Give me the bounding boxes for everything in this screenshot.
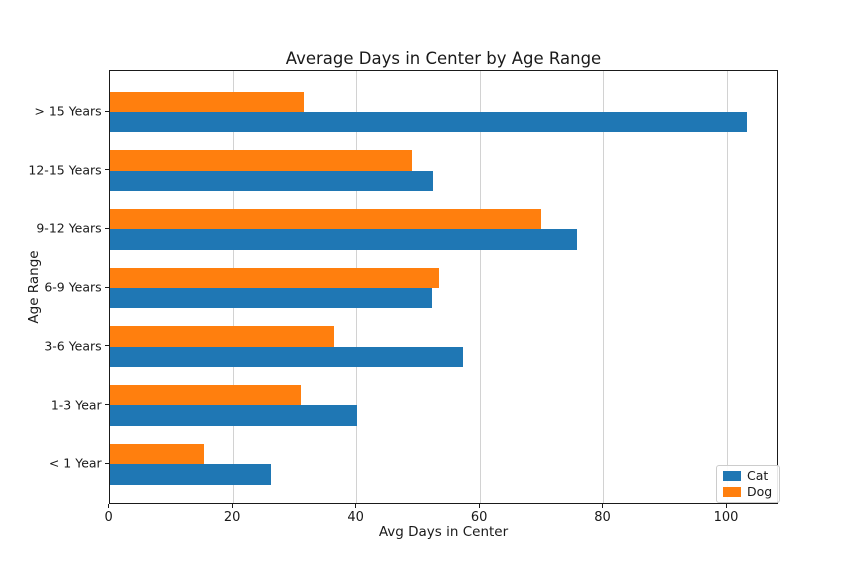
bar-cat-5 — [109, 405, 358, 426]
y-tick-label-3: 6-9 Years — [44, 279, 102, 295]
x-tick-label-40: 40 — [347, 510, 364, 525]
x-tick-label-60: 60 — [470, 510, 488, 525]
bar-dog-6 — [109, 443, 204, 465]
x-tick-mark-20 — [231, 504, 233, 508]
x-tick-mark-80 — [602, 504, 604, 508]
legend: Cat Dog — [716, 465, 781, 503]
bar-cat-1 — [109, 170, 433, 192]
y-tick-mark-5 — [104, 404, 109, 405]
y-tick-mark-4 — [104, 345, 109, 347]
bar-dog-3 — [109, 267, 439, 289]
y-tick-label-5: 1-3 Year — [50, 397, 102, 412]
bar-dog-2 — [109, 208, 541, 230]
y-tick-mark-3 — [104, 286, 109, 288]
legend-label-dog: Dog — [747, 483, 773, 499]
bar-dog-4 — [109, 326, 335, 347]
x-tick-label-20: 20 — [223, 510, 241, 525]
gridline-x-80 — [603, 71, 605, 503]
x-tick-label-80: 80 — [594, 510, 611, 525]
x-tick-mark-0 — [108, 504, 110, 508]
bar-cat-0 — [109, 111, 748, 133]
gridline-x-60 — [479, 71, 481, 503]
y-tick-label-0: > 15 Years — [34, 103, 102, 119]
y-tick-label-4: 3-6 Years — [44, 338, 102, 354]
legend-entry-cat: Cat — [723, 468, 772, 483]
y-tick-label-1: 12-15 Years — [28, 162, 102, 178]
dog-series-swatch-icon — [723, 486, 741, 497]
y-tick-mark-2 — [104, 227, 109, 229]
chart-title: Average Days in Center by Age Range — [285, 49, 602, 68]
x-tick-mark-100 — [725, 504, 727, 508]
gridline-x-100 — [726, 71, 728, 503]
x-tick-label-100: 100 — [713, 510, 739, 525]
bar-cat-6 — [109, 464, 272, 485]
x-tick-mark-60 — [478, 504, 480, 508]
legend-entry-dog: Dog — [723, 483, 773, 499]
bar-dog-0 — [109, 91, 305, 112]
x-tick-label-0: 0 — [104, 510, 113, 525]
y-tick-label-6: < 1 Year — [48, 455, 102, 471]
cat-series-swatch-icon — [723, 471, 741, 482]
bar-dog-1 — [109, 150, 412, 171]
y-tick-mark-1 — [104, 169, 109, 171]
plot-area — [108, 70, 779, 504]
y-axis-label: Age Range — [26, 250, 42, 324]
y-tick-label-2: 9-12 Years — [36, 220, 102, 236]
y-tick-mark-6 — [104, 462, 109, 464]
y-tick-mark-0 — [104, 110, 109, 112]
bar-cat-3 — [109, 288, 432, 309]
bar-cat-2 — [109, 229, 577, 250]
bar-cat-4 — [109, 346, 463, 368]
x-axis-label: Avg Days in Center — [378, 524, 509, 540]
bar-dog-5 — [109, 385, 302, 406]
x-tick-mark-40 — [355, 504, 357, 508]
legend-label-cat: Cat — [747, 468, 769, 483]
